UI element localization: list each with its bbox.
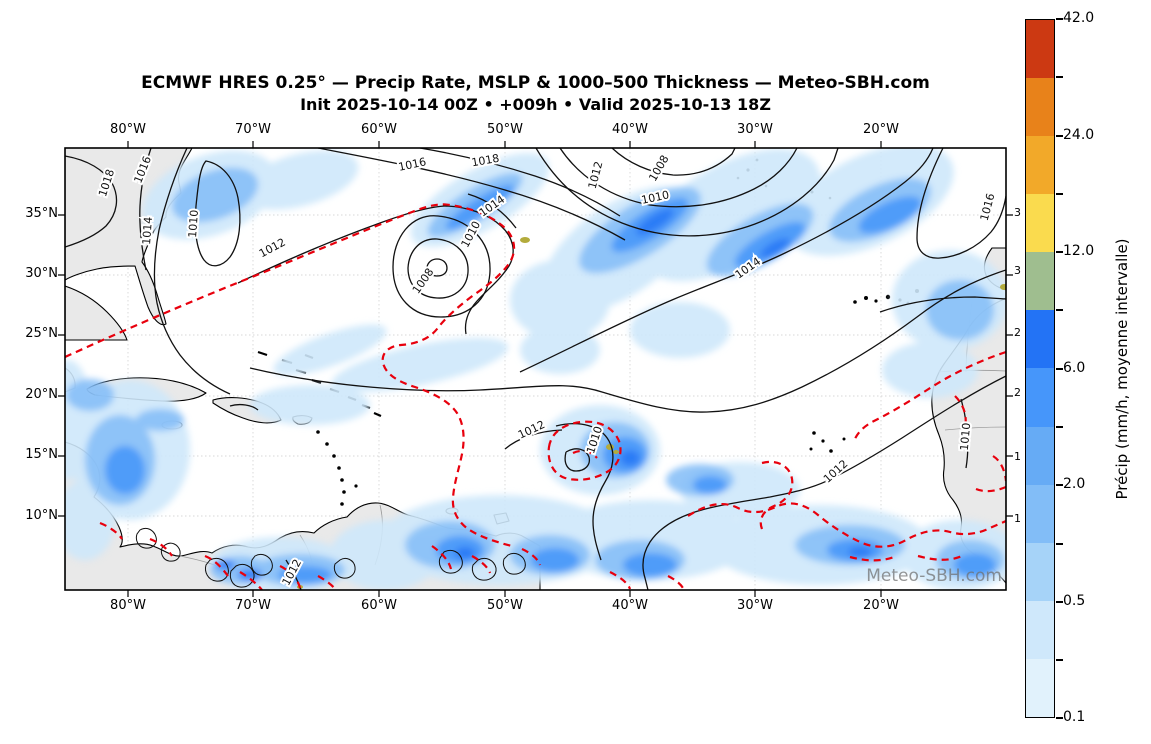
lon-tick-label-top: 60°W [361,122,397,137]
map-frame [64,147,1007,591]
contour-label: 1010 [186,209,201,238]
colorbar-segment [1026,368,1054,427]
lon-tick-label-top: 30°W [737,122,773,137]
thickness-contours [65,203,1006,590]
colorbar-tick [1056,251,1063,253]
colorbar-tick [1056,601,1063,603]
lat-tick-label: 10°N [25,508,58,523]
colorbar-segment [1026,542,1054,601]
colorbar-minor-label: 1 [1014,450,1021,463]
lat-tick-label: 15°N [25,447,58,462]
mexico-coast [65,285,128,341]
colorbar-segment [1026,136,1054,195]
terrain-squiggles [135,527,526,588]
chart-title: ECMWF HRES 0.25° — Precip Rate, MSLP & 1… [141,73,930,93]
lon-tick-label-bottom: 70°W [235,598,271,613]
lon-tick-label-bottom: 40°W [612,598,648,613]
lon-tick-label-top: 40°W [612,122,648,137]
lon-tick-label-bottom: 30°W [737,598,773,613]
colorbar-tick [1056,309,1063,311]
lon-tick-label-bottom: 80°W [110,598,146,613]
colorbar-tick [1056,76,1063,78]
colorbar-segment [1026,252,1054,311]
colorbar-minor-label: 3 [1014,206,1021,219]
axis-ticks [58,141,1013,597]
colorbar-tick [1056,426,1063,428]
lon-tick-label-bottom: 50°W [487,598,523,613]
colorbar-tick-label: 0.5 [1063,593,1086,609]
colorbar-tick [1056,135,1063,137]
chart-subtitle: Init 2025-10-14 00Z • +009h • Valid 2025… [300,95,771,114]
colorbar [1025,19,1055,718]
lon-tick-label-bottom: 60°W [361,598,397,613]
colorbar-tick [1056,368,1063,370]
colorbar-tick-label: 6.0 [1063,360,1086,376]
lon-tick-label-top: 70°W [235,122,271,137]
colorbar-segment [1026,20,1054,79]
mslp-contours [65,148,1006,590]
contour-label: 1010 [958,422,973,451]
colorbar-tick [1056,659,1063,661]
colorbar-tick [1056,717,1063,719]
colorbar-segment [1026,658,1054,717]
colorbar-minor-label: 2 [1014,326,1021,339]
lon-tick-label-top: 80°W [110,122,146,137]
lon-tick-label-bottom: 20°W [863,598,899,613]
watermark: Meteo-SBH.com [866,566,1002,586]
lat-tick-label: 30°N [25,266,58,281]
colorbar-axis-label: Précip (mm/h, moyenne intervalle) [1113,238,1131,500]
colorbar-tick [1056,484,1063,486]
colorbar-segment [1026,310,1054,369]
colorbar-tick-label: 0.1 [1063,709,1086,725]
lat-tick-label: 35°N [25,206,58,221]
colorbar-tick-label: 12.0 [1063,243,1095,259]
colorbar-segment [1026,600,1054,659]
colorbar-minor-label: 2 [1014,386,1021,399]
precip-layer [65,148,1006,590]
colorbar-segment [1026,78,1054,137]
lat-tick-label: 20°N [25,387,58,402]
map-canvas: 1018 1016 1014 1010 1012 1008 1010 1014 … [58,141,1013,597]
colorbar-tick [1056,18,1063,20]
lat-tick-label: 25°N [25,326,58,341]
colorbar-tick-label: 2.0 [1063,476,1086,492]
lon-tick-label-top: 50°W [487,122,523,137]
colorbar-tick [1056,193,1063,195]
colorbar-minor-label: 3 [1014,264,1021,277]
lon-tick-label-top: 20°W [863,122,899,137]
colorbar-segment [1026,194,1054,253]
colorbar-segment [1026,484,1054,543]
colorbar-segment [1026,426,1054,485]
colorbar-tick [1056,543,1063,545]
colorbar-tick-label: 24.0 [1063,127,1095,143]
colorbar-minor-label: 1 [1014,512,1021,525]
contour-label: 1014 [140,216,155,245]
colorbar-tick-label: 42.0 [1063,10,1095,26]
